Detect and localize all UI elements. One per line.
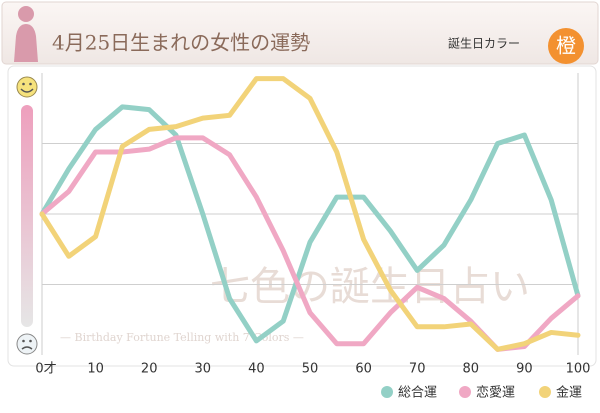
- x-tick-label: 40: [248, 362, 265, 377]
- x-tick-label: 60: [355, 362, 372, 377]
- header-title: 4月25日生まれの女性の運勢: [52, 31, 310, 55]
- x-tick-label: 20: [141, 362, 158, 377]
- sad-face: [16, 333, 38, 355]
- silhouette: [14, 6, 38, 62]
- x-tick-label: 30: [195, 362, 212, 377]
- x-tick-label: 10: [87, 362, 104, 377]
- x-tick-label: 80: [463, 362, 480, 377]
- series-line: [39, 104, 581, 344]
- color-name: 橙: [556, 34, 576, 58]
- legend-label: 恋愛運: [476, 385, 515, 401]
- x-tick-label: 50: [302, 362, 319, 377]
- watermark-title: 七色の誕生日占い: [210, 264, 530, 310]
- color-label: 誕生日カラー: [448, 37, 520, 51]
- legend-swatch: [539, 386, 551, 398]
- color-swatch: [548, 28, 584, 64]
- series-line: [39, 76, 581, 352]
- legend-swatch: [381, 386, 393, 398]
- x-tick-label: 100: [566, 362, 591, 377]
- legend-label: 総合運: [398, 386, 437, 401]
- mood-bar: [21, 105, 33, 327]
- x-tick-label: 0才: [35, 362, 56, 377]
- header-bar: [1, 1, 599, 65]
- chart-frame: [7, 65, 597, 367]
- happy-face: [16, 76, 38, 98]
- x-tick-label: 90: [516, 362, 533, 377]
- legend-label: 金運: [556, 385, 582, 401]
- legend-swatch: [459, 386, 471, 398]
- watermark-subtitle: — Birthday Fortune Telling with 7 Colors…: [60, 331, 304, 344]
- x-tick-label: 70: [409, 362, 426, 377]
